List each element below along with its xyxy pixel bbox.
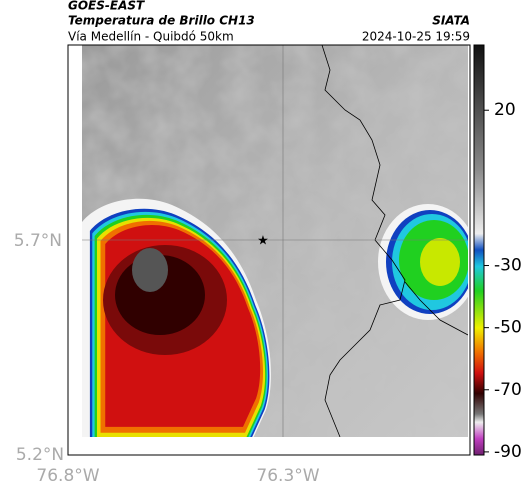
timestamp: 2024-10-25 19:59 [362, 30, 470, 44]
lon-label: 76.8°W [36, 466, 99, 486]
imagery [82, 45, 468, 437]
colorbar-tick-label: -50 [494, 318, 522, 338]
location-star: ★ [257, 234, 269, 249]
lon-label: 76.3°W [256, 466, 319, 486]
map-frame [67, 44, 471, 456]
colorbar-ticks: 20 -30 -50 -70 -90 [484, 100, 522, 462]
subtitle: Vía Medellín - Quibdó 50km [68, 30, 234, 44]
colorbar-tick-label: -70 [494, 380, 522, 400]
colorbar [473, 44, 485, 456]
colorbar-tick-label: -30 [494, 256, 522, 276]
satellite: GOES-EAST [68, 0, 145, 13]
title: Temperatura de Brillo CH13 [68, 14, 255, 28]
colorbar-tick-label: 20 [494, 100, 516, 120]
lat-label: 5.7°N [14, 231, 62, 251]
source: SIATA [432, 14, 470, 28]
lat-label: 5.2°N [16, 445, 64, 465]
colorbar-tick-label: -90 [494, 442, 522, 462]
